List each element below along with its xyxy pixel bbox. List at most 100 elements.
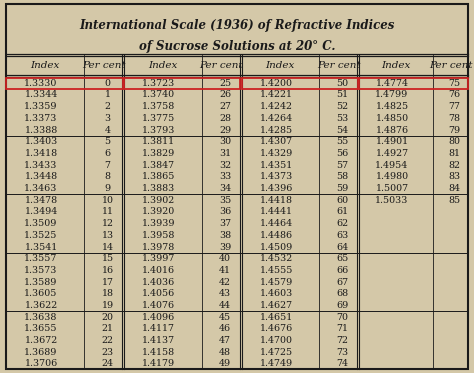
Text: 1.3847: 1.3847 [142, 161, 175, 170]
Text: 1.3494: 1.3494 [24, 207, 58, 216]
Text: 1.4901: 1.4901 [375, 137, 409, 146]
Text: 25: 25 [219, 79, 231, 88]
Text: 1.4329: 1.4329 [259, 149, 293, 158]
Text: 1.3723: 1.3723 [142, 79, 175, 88]
Text: 31: 31 [219, 149, 231, 158]
Text: 66: 66 [337, 266, 349, 275]
Text: 1.3706: 1.3706 [24, 360, 58, 369]
Text: 82: 82 [448, 161, 460, 170]
Text: 64: 64 [337, 242, 349, 251]
Text: 21: 21 [101, 325, 114, 333]
Text: 1.4056: 1.4056 [142, 289, 175, 298]
Text: Per cent: Per cent [317, 61, 361, 70]
Text: 19: 19 [101, 301, 114, 310]
Text: 1.3775: 1.3775 [142, 114, 175, 123]
Text: 1.3638: 1.3638 [24, 313, 58, 322]
Text: 29: 29 [219, 126, 231, 135]
Text: 1.4627: 1.4627 [260, 301, 293, 310]
Text: 55: 55 [337, 137, 349, 146]
Text: 84: 84 [448, 184, 460, 193]
Text: 79: 79 [448, 126, 460, 135]
Text: 49: 49 [219, 360, 231, 369]
Text: 1.4036: 1.4036 [142, 278, 175, 286]
Text: 1.3997: 1.3997 [142, 254, 175, 263]
Text: 77: 77 [448, 102, 460, 111]
Text: 2: 2 [105, 102, 110, 111]
Text: 32: 32 [219, 161, 231, 170]
Text: 59: 59 [337, 184, 349, 193]
Text: 22: 22 [101, 336, 114, 345]
Text: 26: 26 [219, 90, 231, 100]
Text: 1.3330: 1.3330 [24, 79, 58, 88]
Text: 5: 5 [105, 137, 111, 146]
Text: 1.4700: 1.4700 [260, 336, 292, 345]
Text: 1.4242: 1.4242 [260, 102, 292, 111]
Text: International Scale (1936) of Refractive Indices: International Scale (1936) of Refractive… [79, 19, 395, 32]
Text: 47: 47 [219, 336, 231, 345]
Text: 1.3829: 1.3829 [142, 149, 175, 158]
Text: 1.4980: 1.4980 [375, 172, 409, 181]
Bar [124, 78, 240, 89]
Text: 1.3939: 1.3939 [142, 219, 175, 228]
Text: 8: 8 [105, 172, 110, 181]
Text: 6: 6 [105, 149, 111, 158]
Text: 83: 83 [448, 172, 460, 181]
Text: 37: 37 [219, 219, 231, 228]
Text: 20: 20 [101, 313, 114, 322]
Text: 0: 0 [105, 79, 110, 88]
Text: 28: 28 [219, 114, 231, 123]
Text: 1.4117: 1.4117 [142, 325, 175, 333]
Text: 62: 62 [337, 219, 349, 228]
Text: 71: 71 [337, 325, 349, 333]
Text: 1.4285: 1.4285 [260, 126, 293, 135]
Text: 57: 57 [337, 161, 349, 170]
Text: 50: 50 [337, 79, 349, 88]
Text: 54: 54 [337, 126, 349, 135]
Text: 40: 40 [219, 254, 231, 263]
Text: 1.4799: 1.4799 [375, 90, 409, 100]
Text: 1.3433: 1.3433 [24, 161, 58, 170]
Text: 1.3622: 1.3622 [24, 301, 58, 310]
Text: Index: Index [30, 61, 60, 70]
Text: 1.3448: 1.3448 [25, 172, 58, 181]
Text: 1.4774: 1.4774 [375, 79, 409, 88]
Text: 1: 1 [105, 90, 110, 100]
Text: 3: 3 [105, 114, 111, 123]
Text: 1.5033: 1.5033 [375, 196, 409, 205]
Text: 34: 34 [219, 184, 231, 193]
Text: Index: Index [148, 61, 177, 70]
Text: 81: 81 [448, 149, 460, 158]
Text: 1.4373: 1.4373 [259, 172, 293, 181]
Text: Index: Index [265, 61, 295, 70]
Text: 73: 73 [337, 348, 349, 357]
Text: 72: 72 [337, 336, 349, 345]
Text: 1.3978: 1.3978 [142, 242, 175, 251]
Text: 56: 56 [337, 149, 349, 158]
Text: 1.4351: 1.4351 [259, 161, 293, 170]
Text: 1.3605: 1.3605 [24, 289, 58, 298]
Text: 1.3902: 1.3902 [142, 196, 175, 205]
Text: 48: 48 [219, 348, 231, 357]
Text: 11: 11 [101, 207, 114, 216]
Text: 4: 4 [105, 126, 110, 135]
Text: 1.3418: 1.3418 [25, 149, 58, 158]
Text: 58: 58 [337, 172, 349, 181]
Text: 10: 10 [101, 196, 114, 205]
Text: 52: 52 [337, 102, 349, 111]
Text: 1.3344: 1.3344 [24, 90, 58, 100]
Text: 1.5007: 1.5007 [375, 184, 409, 193]
Text: 1.4532: 1.4532 [259, 254, 293, 263]
Text: 46: 46 [219, 325, 231, 333]
Text: 9: 9 [105, 184, 111, 193]
Text: 1.4651: 1.4651 [259, 313, 293, 322]
Text: 1.4749: 1.4749 [260, 360, 293, 369]
Text: 76: 76 [448, 90, 460, 100]
Text: 60: 60 [337, 196, 349, 205]
Text: 85: 85 [448, 196, 460, 205]
Text: 1.3883: 1.3883 [142, 184, 175, 193]
Text: 1.3655: 1.3655 [24, 325, 58, 333]
Text: 1.4486: 1.4486 [260, 231, 293, 240]
Text: 1.3373: 1.3373 [24, 114, 58, 123]
Text: 80: 80 [448, 137, 460, 146]
Text: 1.3865: 1.3865 [142, 172, 175, 181]
